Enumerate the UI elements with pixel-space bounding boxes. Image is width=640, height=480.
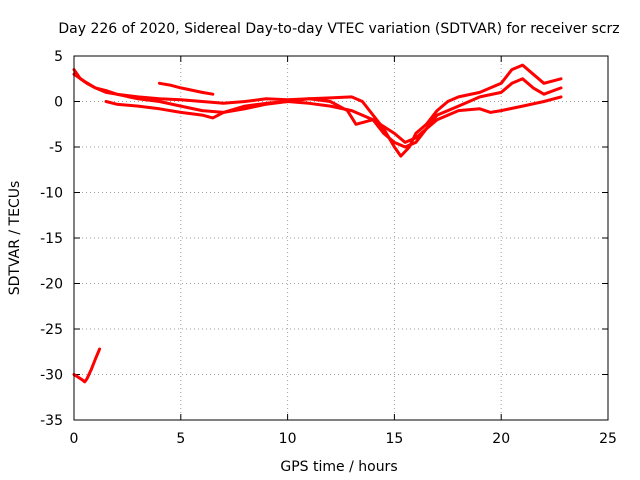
y-tick-label: 5 [54, 49, 63, 65]
series-track-3 [104, 95, 563, 144]
series-track-4 [157, 81, 215, 96]
y-axis-label: SDTVAR / TECUs [7, 181, 23, 296]
y-tick-label: -25 [40, 322, 63, 338]
series-track-5 [72, 347, 102, 384]
x-tick-label: 0 [70, 431, 79, 447]
chart-title: Day 226 of 2020, Sidereal Day-to-day VTE… [58, 21, 619, 37]
grid-lines [74, 56, 608, 420]
data-series [72, 63, 563, 384]
y-tick-label: -20 [40, 277, 63, 293]
axis-ticks: 0 5 10 15 20 25 5 0 -5 -10 -15 -20 -25 -30 -35 [40, 49, 617, 447]
y-tick-label: -5 [49, 140, 63, 156]
plot-frame [73, 55, 609, 421]
series-track-2 [72, 72, 563, 149]
x-tick-label: 10 [279, 431, 297, 447]
x-tick-label: 20 [492, 431, 510, 447]
x-axis-label: GPS time / hours [280, 459, 397, 475]
y-tick-label: 0 [54, 95, 63, 111]
x-tick-label: 25 [599, 431, 617, 447]
x-tick-label: 15 [385, 431, 403, 447]
x-tick-label: 5 [176, 431, 185, 447]
y-tick-label: -35 [40, 413, 63, 429]
y-tick-label: -10 [40, 186, 63, 202]
y-tick-label: -15 [40, 231, 63, 247]
y-tick-label: -30 [40, 368, 63, 384]
